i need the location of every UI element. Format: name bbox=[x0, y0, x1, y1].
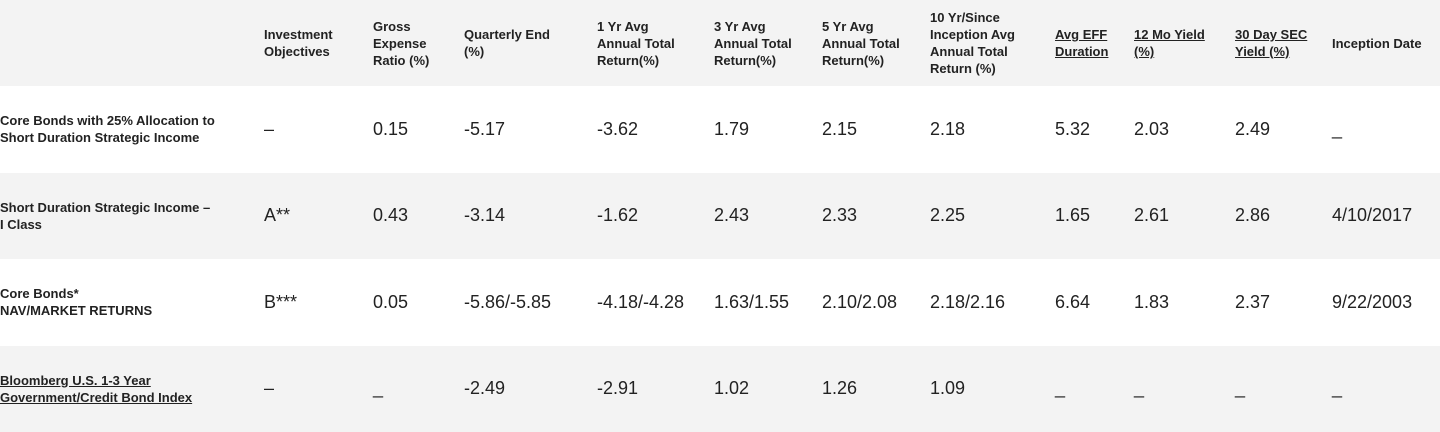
header-1yr-return: 1 Yr Avg Annual Total Return(%) bbox=[597, 18, 675, 68]
header-10yr-return: 10 Yr/Since Inception Avg Annual Total R… bbox=[930, 10, 1015, 76]
quarterly-end-cell: -5.17 bbox=[464, 118, 506, 139]
30day-sec-yield-cell: 2.37 bbox=[1235, 291, 1271, 312]
header-3yr-return: 3 Yr Avg Annual Total Return(%) bbox=[714, 18, 792, 68]
fund-name-cell: Core Bonds with 25% Allocation to Short … bbox=[0, 113, 215, 146]
1yr-return-cell: -3.62 bbox=[597, 118, 639, 139]
12mo-yield-cell: 2.03 bbox=[1134, 118, 1170, 139]
avg-eff-duration-cell: 1.65 bbox=[1055, 205, 1091, 226]
header-30day-sec-yield-link[interactable]: 30 Day SEC Yield (%) bbox=[1235, 27, 1308, 59]
3yr-return-cell: 1.63/1.55 bbox=[714, 291, 790, 312]
10yr-return-cell: 2.18 bbox=[930, 118, 966, 139]
inception-date-cell: _ bbox=[1332, 118, 1343, 139]
10yr-return-cell: 1.09 bbox=[930, 378, 966, 399]
30day-sec-yield-cell: _ bbox=[1235, 378, 1246, 399]
avg-eff-duration-cell: _ bbox=[1055, 378, 1066, 399]
inception-date-cell: 9/22/2003 bbox=[1332, 291, 1413, 312]
1yr-return-cell: -4.18/-4.28 bbox=[597, 291, 685, 312]
header-5yr-return: 5 Yr Avg Annual Total Return(%) bbox=[822, 18, 900, 68]
header-gross-expense-ratio: Gross Expense Ratio (%) bbox=[373, 18, 430, 68]
header-investment-objectives: Investment Objectives bbox=[264, 27, 333, 59]
table-row: Core Bonds with 25% Allocation to Short … bbox=[0, 86, 1440, 173]
30day-sec-yield-cell: 2.49 bbox=[1235, 118, 1271, 139]
table-row: Short Duration Strategic Income – I Clas… bbox=[0, 172, 1440, 259]
10yr-return-cell: 2.18/2.16 bbox=[930, 291, 1006, 312]
inception-date-cell: _ bbox=[1332, 378, 1343, 399]
12mo-yield-cell: 1.83 bbox=[1134, 291, 1170, 312]
header-quarterly-end: Quarterly End (%) bbox=[464, 27, 550, 59]
quarterly-end-cell: -2.49 bbox=[464, 378, 506, 399]
avg-eff-duration-cell: 6.64 bbox=[1055, 291, 1091, 312]
3yr-return-cell: 2.43 bbox=[714, 205, 750, 226]
investment-objectives-cell: – bbox=[264, 378, 275, 399]
table-row: Core Bonds* NAV/MARKET RETURNS B*** 0.05… bbox=[0, 259, 1440, 346]
5yr-return-cell: 1.26 bbox=[822, 378, 858, 399]
5yr-return-cell: 2.10/2.08 bbox=[822, 291, 898, 312]
12mo-yield-cell: 2.61 bbox=[1134, 205, 1170, 226]
10yr-return-cell: 2.25 bbox=[930, 205, 966, 226]
investment-objectives-cell: B*** bbox=[264, 291, 298, 312]
header-inception-date: Inception Date bbox=[1332, 35, 1422, 51]
header-avg-eff-duration-link[interactable]: Avg EFF Duration bbox=[1055, 27, 1109, 59]
header-fund-name bbox=[0, 0, 264, 86]
1yr-return-cell: -1.62 bbox=[597, 205, 639, 226]
table-row: Bloomberg U.S. 1-3 Year Government/Credi… bbox=[0, 345, 1440, 432]
header-12mo-yield-link[interactable]: 12 Mo Yield (%) bbox=[1134, 27, 1205, 59]
3yr-return-cell: 1.02 bbox=[714, 378, 750, 399]
3yr-return-cell: 1.79 bbox=[714, 118, 750, 139]
investment-objectives-cell: A** bbox=[264, 205, 291, 226]
5yr-return-cell: 2.33 bbox=[822, 205, 858, 226]
12mo-yield-cell: _ bbox=[1134, 378, 1145, 399]
table-header-row: Investment Objectives Gross Expense Rati… bbox=[0, 0, 1440, 86]
gross-expense-ratio-cell: 0.05 bbox=[373, 291, 409, 312]
gross-expense-ratio-cell: 0.43 bbox=[373, 205, 409, 226]
fund-name-cell: Core Bonds* NAV/MARKET RETURNS bbox=[0, 286, 153, 319]
index-name-link[interactable]: Bloomberg U.S. 1-3 Year Government/Credi… bbox=[0, 372, 193, 405]
avg-eff-duration-cell: 5.32 bbox=[1055, 118, 1091, 139]
inception-date-cell: 4/10/2017 bbox=[1332, 205, 1413, 226]
gross-expense-ratio-cell: _ bbox=[373, 378, 384, 399]
gross-expense-ratio-cell: 0.15 bbox=[373, 118, 409, 139]
investment-objectives-cell: – bbox=[264, 118, 275, 139]
5yr-return-cell: 2.15 bbox=[822, 118, 858, 139]
1yr-return-cell: -2.91 bbox=[597, 378, 639, 399]
quarterly-end-cell: -3.14 bbox=[464, 205, 506, 226]
quarterly-end-cell: -5.86/-5.85 bbox=[464, 291, 552, 312]
fund-name-cell: Short Duration Strategic Income – I Clas… bbox=[0, 199, 211, 232]
30day-sec-yield-cell: 2.86 bbox=[1235, 205, 1271, 226]
